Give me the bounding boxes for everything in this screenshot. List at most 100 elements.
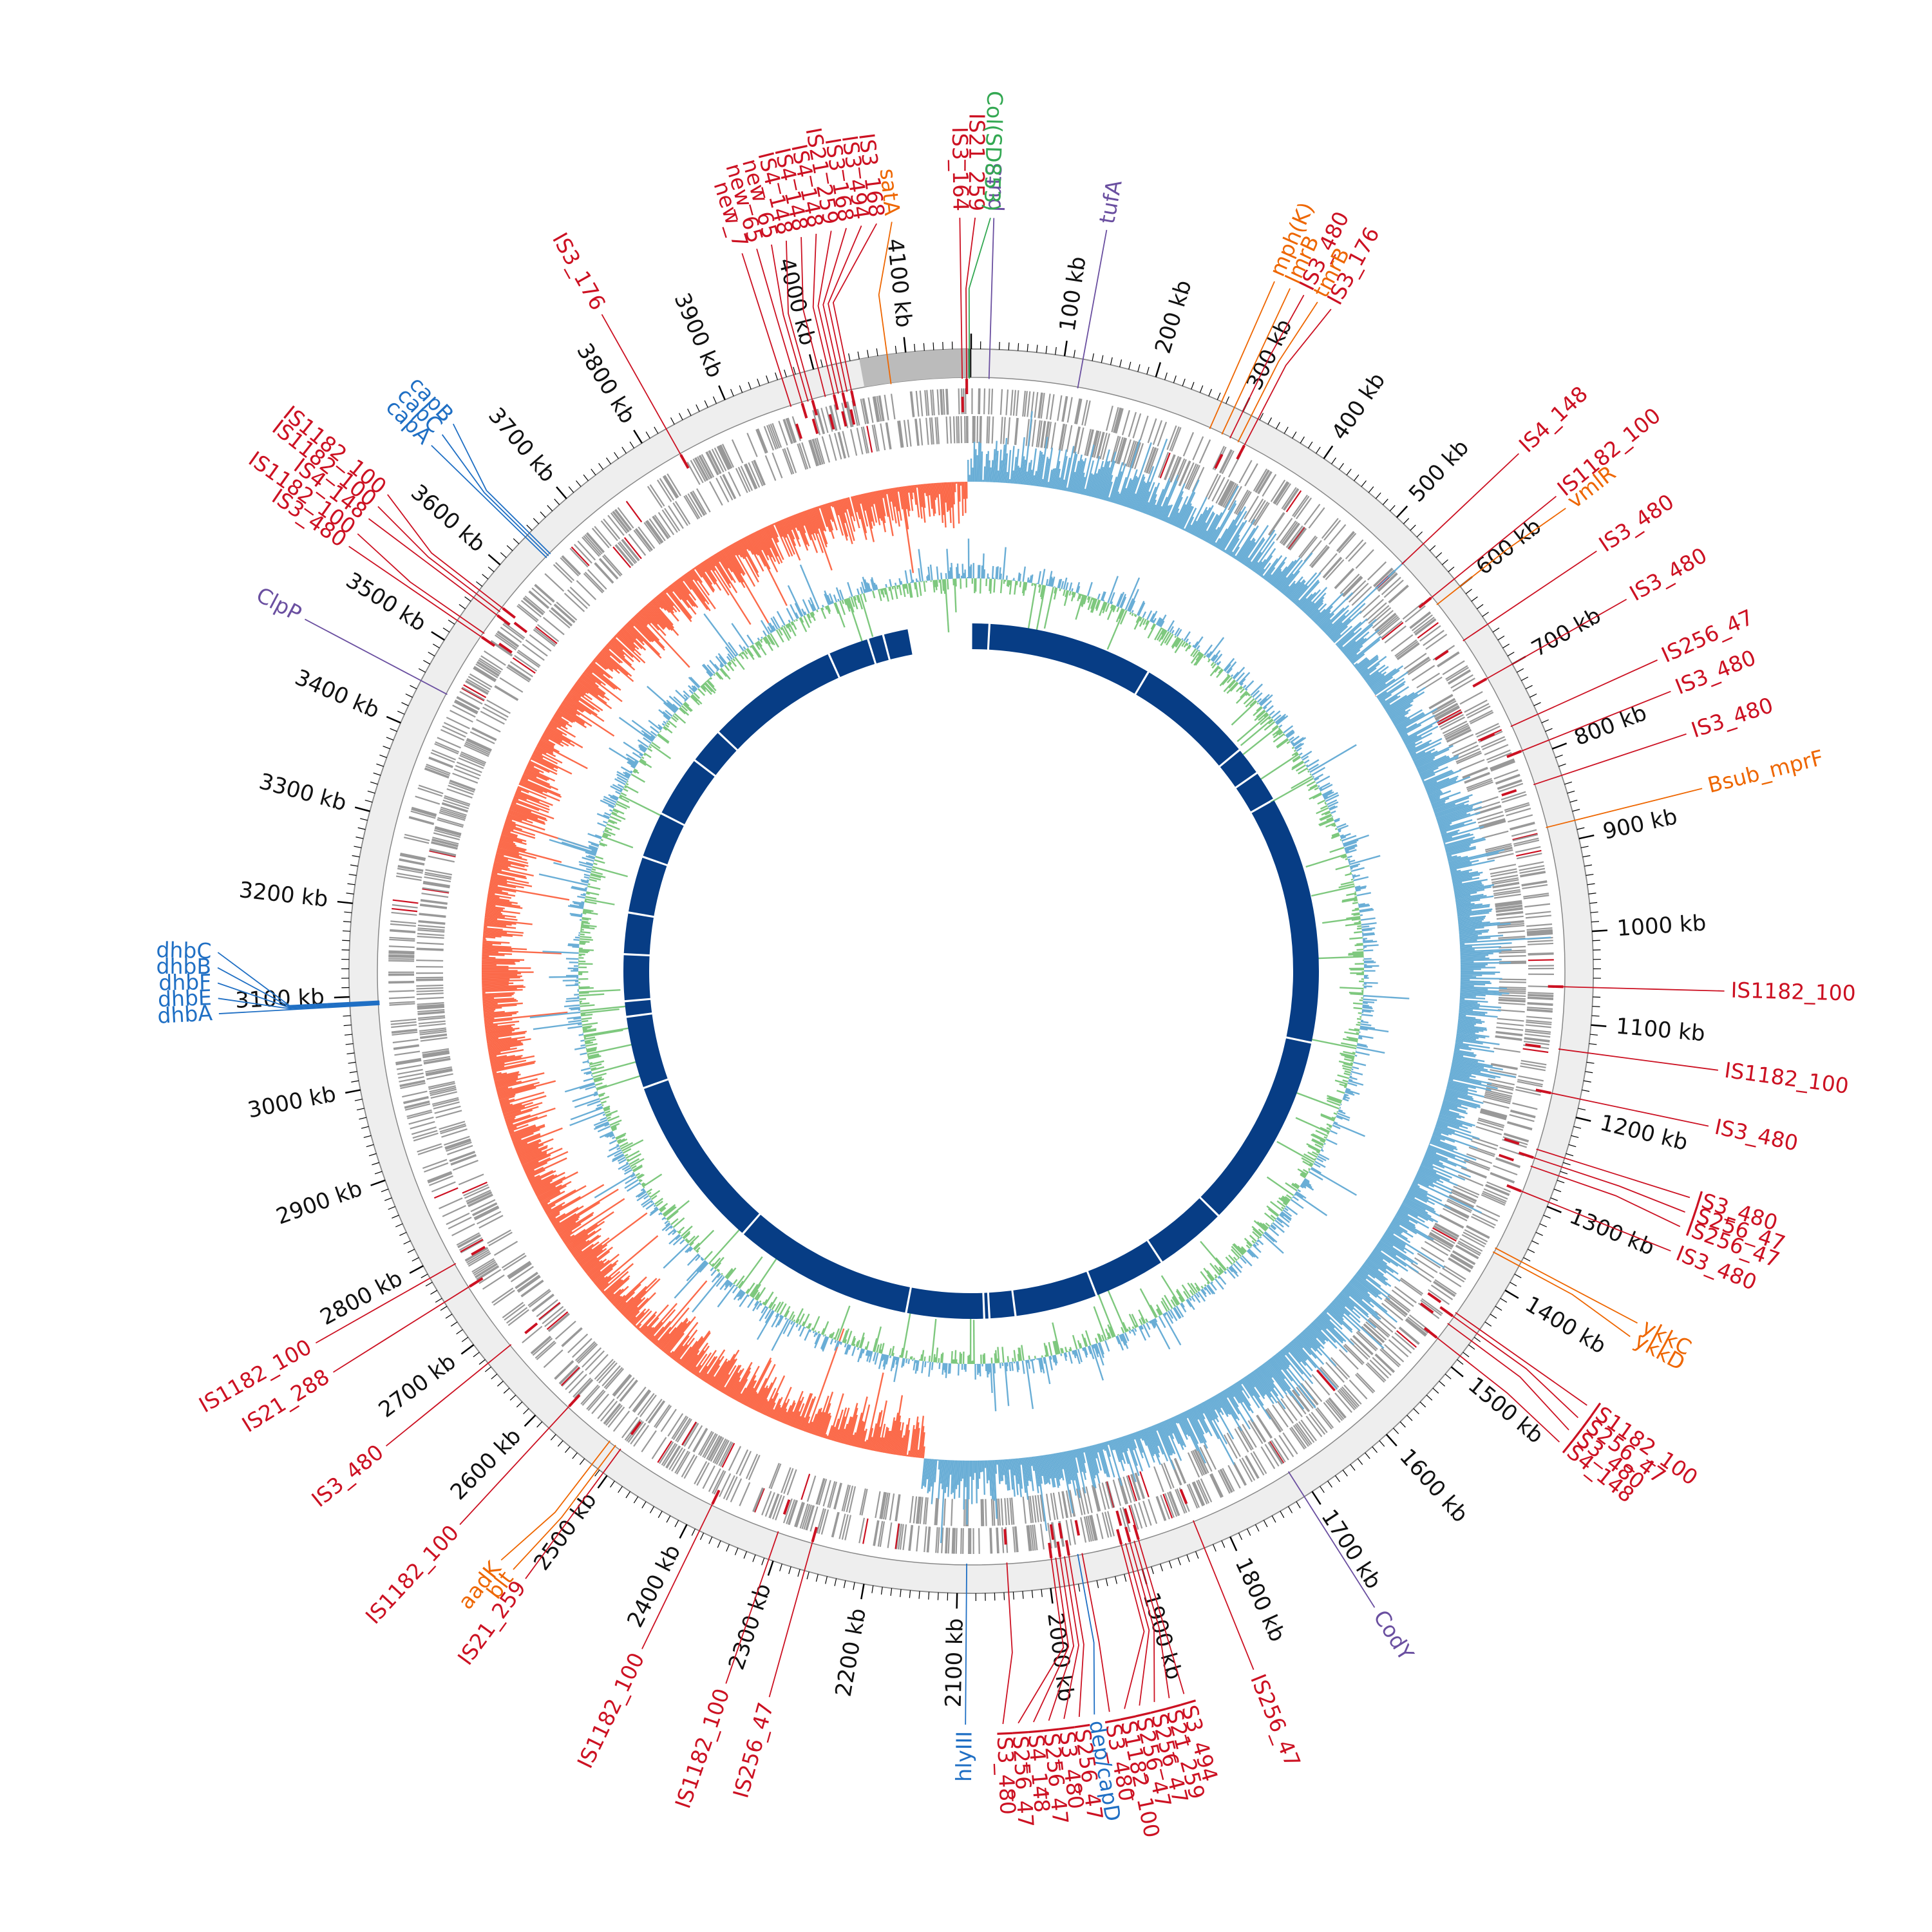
gc-skew-bar: [486, 902, 523, 909]
gc-skew-bar: [1172, 512, 1180, 526]
gc-content-bar: [1106, 604, 1115, 620]
cds-mark: [782, 1498, 793, 1524]
cds-mark: [1085, 1486, 1093, 1513]
gc-skew-bar: [719, 551, 734, 573]
gc-skew-bar: [562, 1235, 571, 1242]
cds-mark: [746, 433, 758, 457]
cds-mark: [761, 1490, 772, 1516]
gc-skew-bar: [1078, 472, 1085, 495]
gc-content-bar: [1346, 916, 1361, 920]
gc-content-bar: [931, 1318, 937, 1363]
gc-skew-bar: [1193, 509, 1208, 536]
gc-skew-bar: [1420, 1164, 1452, 1179]
gc-skew-bar: [612, 1296, 623, 1305]
gc-skew-bar: [873, 491, 881, 519]
gc-skew-bar: [656, 1307, 690, 1347]
gc-skew-bar: [1446, 1084, 1477, 1093]
gc-skew-bar: [651, 1320, 671, 1343]
gc-skew-bar: [1421, 766, 1448, 779]
cds-mark: [699, 455, 713, 478]
gc-content-bar: [1217, 661, 1222, 666]
gc-content-bar: [1295, 1191, 1303, 1198]
gc-skew-bar: [1038, 1455, 1043, 1477]
gc-skew-bar: [529, 759, 531, 761]
gc-content-bar: [989, 578, 992, 594]
gc-content-bar: [1150, 623, 1155, 630]
cds-mark: [809, 439, 819, 466]
cds-mark: [1198, 439, 1211, 464]
cds-mark: [613, 1375, 632, 1397]
cds-mark: [884, 1492, 891, 1520]
gc-skew-bar: [517, 786, 547, 799]
cds-mark: [674, 1450, 689, 1474]
gc-skew-bar: [1286, 1345, 1302, 1363]
cds-mark: [417, 924, 445, 929]
cds-mark: [1526, 1019, 1552, 1023]
mge-marker: [497, 614, 511, 626]
cds-mark: [1122, 1506, 1131, 1533]
cds-mark: [1175, 1489, 1186, 1514]
cds-mark: [419, 1027, 446, 1032]
gc-skew-bar: [1452, 1059, 1503, 1071]
gc-content-bar: [1355, 887, 1367, 891]
gc-content-bar: [1313, 773, 1324, 781]
gc-skew-bar: [1460, 945, 1502, 950]
gc-skew-bar: [805, 510, 815, 534]
cds-mark: [1233, 489, 1249, 514]
cds-mark: [612, 1374, 632, 1396]
gc-skew-bar: [832, 501, 844, 536]
cds-mark: [1458, 1240, 1482, 1255]
cds-mark: [1164, 454, 1176, 480]
cds-mark: [801, 1504, 811, 1530]
cds-mark: [662, 476, 677, 499]
cds-mark: [1295, 497, 1312, 520]
cds-mark: [1128, 1475, 1137, 1502]
gc-content-bar: [1359, 914, 1363, 916]
gc-skew-bar: [1452, 1062, 1488, 1071]
cds-mark: [671, 1416, 687, 1439]
gc-skew-bar: [1405, 732, 1433, 748]
gc-skew-bar: [536, 746, 556, 757]
gc-skew-bar: [1370, 665, 1404, 690]
gc-skew-bar: [542, 734, 564, 747]
cds-mark: [814, 438, 824, 465]
gc-content-bar: [1077, 1340, 1081, 1349]
gc-skew-bar: [1446, 846, 1476, 855]
cds-mark: [580, 1384, 599, 1405]
cds-mark: [1014, 1526, 1018, 1553]
cds-mark: [1315, 1408, 1332, 1430]
cds-mark: [943, 1498, 946, 1526]
gc-skew-bar: [483, 1010, 505, 1014]
cds-mark: [1469, 710, 1493, 723]
gc-skew-bar: [853, 495, 861, 520]
cds-mark: [1157, 421, 1168, 447]
gc-skew-bar: [1460, 957, 1490, 960]
cds-mark: [468, 1194, 493, 1208]
gc-skew-bar: [882, 489, 889, 517]
cds-mark: [562, 555, 582, 575]
gc-skew-bar: [626, 623, 662, 659]
gc-skew-bar: [1450, 1072, 1470, 1079]
cds-mark: [416, 992, 444, 996]
cds-mark: [1236, 491, 1252, 516]
gc-skew-bar: [1459, 1002, 1481, 1006]
gc-skew-bar: [777, 521, 793, 557]
cds-mark: [1385, 1297, 1408, 1315]
cds-mark: [449, 1151, 476, 1162]
cds-mark: [1210, 1473, 1223, 1498]
cds-mark: [1184, 463, 1197, 489]
gc-skew-bar: [564, 699, 583, 713]
cds-mark: [1122, 439, 1132, 466]
gc-content-bar: [1180, 1302, 1185, 1308]
cds-mark: [1323, 1402, 1341, 1423]
gc-skew-bar: [1454, 1045, 1495, 1053]
gc-skew-bar: [1204, 1400, 1217, 1420]
cds-mark: [599, 558, 619, 580]
gc-skew-bar: [489, 1055, 507, 1060]
gc-skew-bar: [653, 598, 663, 609]
gc-content-bar: [1101, 1334, 1105, 1341]
gc-skew-bar: [716, 552, 736, 583]
gc-skew-bar: [1181, 506, 1195, 530]
gc-skew-bar: [1399, 714, 1435, 736]
gc-skew-bar: [1179, 1413, 1199, 1452]
